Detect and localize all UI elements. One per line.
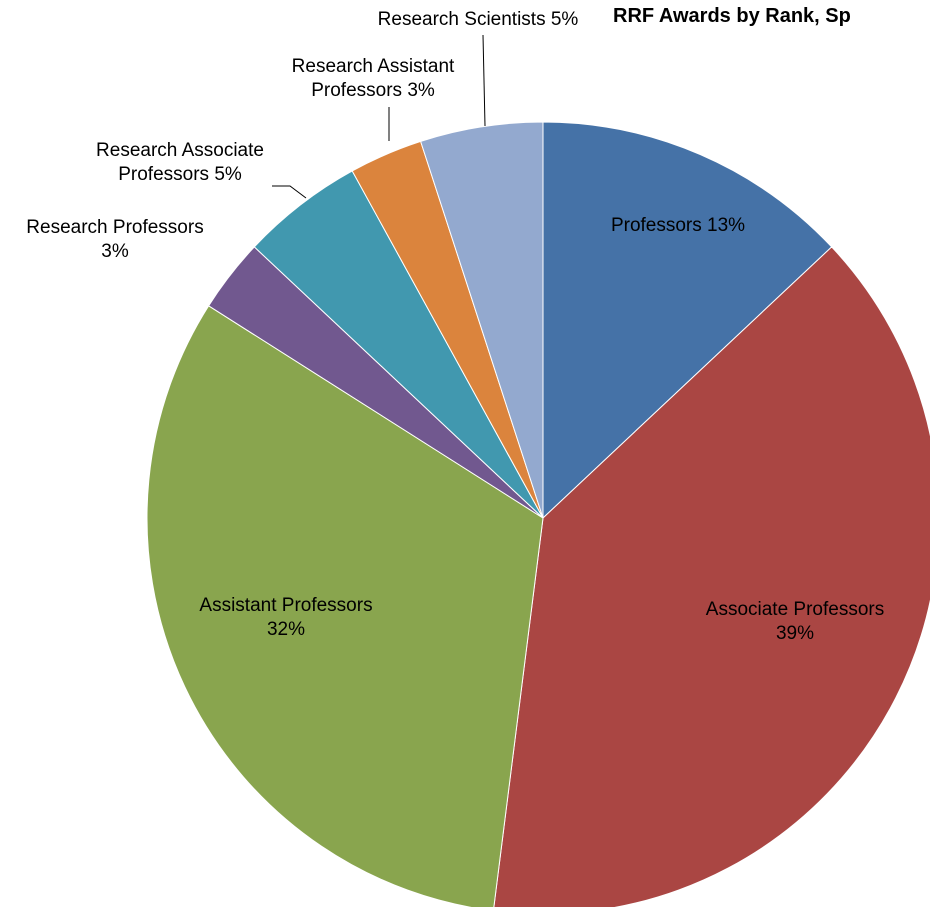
pie-slice (419, 121, 544, 519)
value-label: 39% (775, 623, 815, 644)
category-label: Professors (610, 215, 702, 236)
pie-slice (146, 305, 544, 907)
category-label: Assistant Professors (199, 595, 373, 616)
data-label: Research Scientists 5% (378, 8, 579, 32)
pie-slice (542, 121, 833, 520)
category-label: Research Associate Professors (96, 140, 264, 185)
value-label: 32% (266, 619, 306, 640)
leader-line (482, 34, 486, 127)
data-label: Research Assistant Professors 3% (266, 55, 481, 103)
pie-slice (493, 246, 930, 907)
chart-title: RRF Awards by Rank, Sp (613, 5, 851, 27)
leader-line (272, 185, 307, 199)
category-label: Associate Professors (705, 599, 885, 620)
category-label: Research Scientists (377, 9, 546, 30)
value-label: 5% (550, 9, 579, 30)
data-label: Assistant Professors 32% (186, 594, 386, 642)
data-label: Research Associate Professors 5% (73, 139, 288, 187)
value-label: 3% (407, 80, 435, 101)
value-label: 3% (101, 241, 129, 262)
category-label: Research Professors (26, 217, 204, 238)
value-label: 5% (214, 164, 242, 185)
value-label: 13% (707, 215, 746, 236)
data-label: Associate Professors 39% (695, 598, 895, 646)
data-label: Professors 13% (611, 214, 745, 238)
data-label: Research Professors 3% (18, 216, 213, 264)
category-label: Research Assistant Professors (291, 56, 455, 101)
